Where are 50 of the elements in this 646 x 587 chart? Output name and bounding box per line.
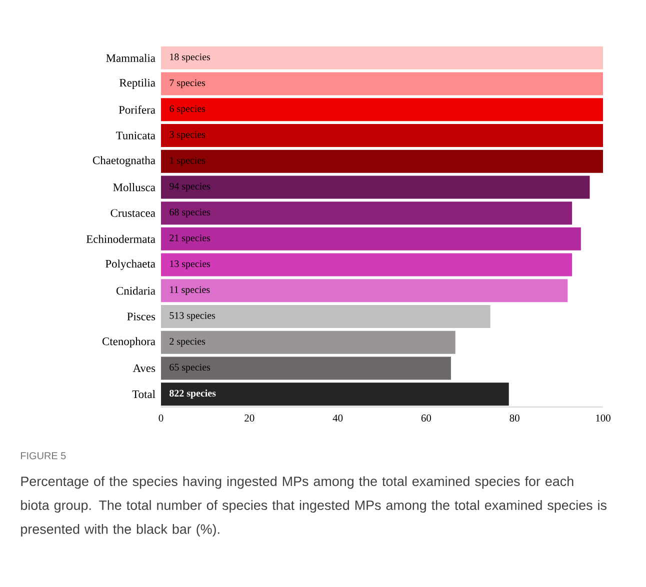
x-tick-label: 60 <box>421 414 432 422</box>
bar <box>161 279 568 302</box>
bar <box>161 150 604 173</box>
bar <box>161 356 451 380</box>
y-tick-label: Cnidaria <box>116 286 156 295</box>
bar <box>161 98 604 122</box>
y-tick-label: Mollusca <box>113 183 156 192</box>
text: Percentage of the species having ingested MPs among the total examined species for each biota group. The total number of species that ingested MPs among the total examined species is presented with the black bar (%). <box>21 476 606 537</box>
annotation: 94 species <box>170 182 210 192</box>
annotation: 68 species <box>170 208 210 218</box>
bar <box>161 253 572 276</box>
y-tick-label: Ctenophora <box>102 337 156 348</box>
y-tick-label: Tunicata <box>116 132 156 140</box>
annotation: 65 species <box>170 364 210 373</box>
bar <box>161 227 581 250</box>
bar <box>161 382 509 406</box>
x-tick-label: 20 <box>244 414 254 422</box>
y-tick-label: Chaetognatha <box>92 156 156 167</box>
annotation: 6 species <box>170 105 206 114</box>
bar <box>161 330 456 354</box>
annotation: 822 species <box>170 390 216 399</box>
bar <box>161 72 604 96</box>
caption: FIGURE 5 <box>21 452 66 460</box>
annotation: 3 species <box>170 131 206 140</box>
y-tick-label: Polychaeta <box>106 260 156 270</box>
y-tick-label: Crustacea <box>110 209 156 217</box>
annotation: 1 species <box>170 157 206 166</box>
x-tick-label: 40 <box>332 414 343 422</box>
annotation: 13 species <box>170 260 210 270</box>
y-tick-label: Mammalia <box>106 54 156 62</box>
annotation: 11 species <box>170 286 210 296</box>
annotation: 2 species <box>170 338 206 347</box>
x-tick-label: 100 <box>596 414 610 422</box>
y-tick-label: Porifera <box>118 106 156 114</box>
annotation: 7 species <box>170 79 206 88</box>
annotation: 21 species <box>170 234 210 244</box>
bar <box>161 124 604 147</box>
y-tick-label: Reptilia <box>120 78 156 89</box>
annotation: 513 species <box>170 312 216 321</box>
annotation: 18 species <box>170 54 210 62</box>
bar <box>161 176 590 199</box>
x-tick-label: 80 <box>510 414 520 422</box>
y-tick-label: Pisces <box>127 312 156 320</box>
x-tick-label: 0 <box>158 414 164 422</box>
bar <box>161 305 490 328</box>
y-tick-label: Total <box>132 390 156 398</box>
y-tick-label: Echinodermata <box>86 234 156 243</box>
bar <box>161 46 604 70</box>
y-tick-label: Aves <box>132 364 156 372</box>
bar <box>161 202 572 225</box>
